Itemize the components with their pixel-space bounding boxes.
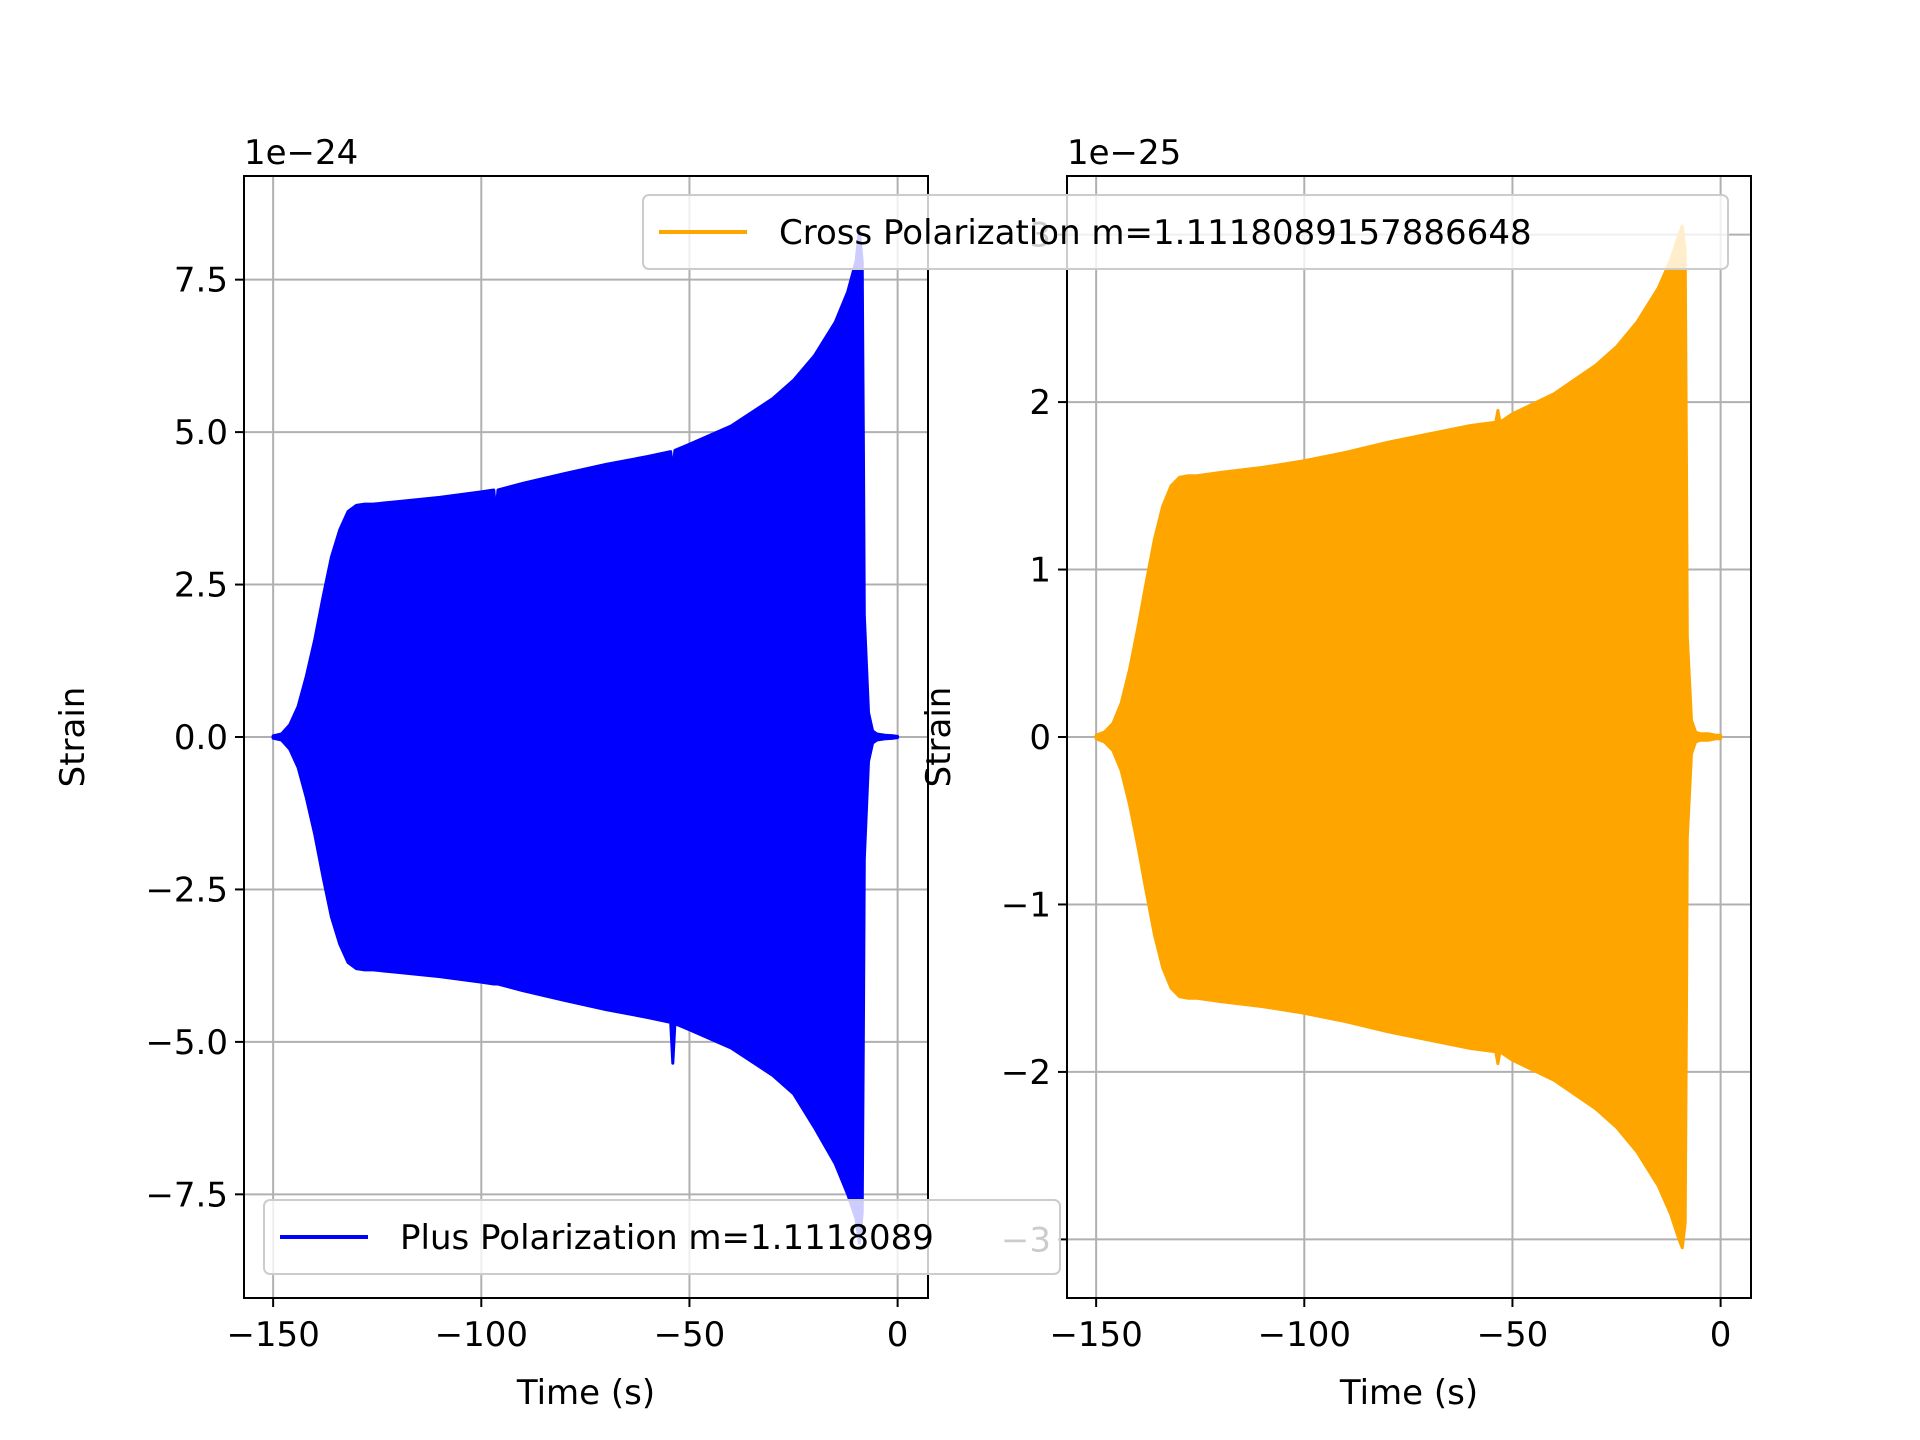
right-legend: Cross Polarization m=1.1118089157886648 [642,194,1729,270]
left-x-axis-label: Time (s) [516,1373,655,1413]
right-offset-label: 1e−25 [1067,133,1181,173]
right-y-tick-label: 0 [1029,718,1051,758]
right-x-axis-label: Time (s) [1339,1373,1478,1413]
right-legend-label: Cross Polarization m=1.1118089157886648 [779,213,1532,253]
left-y-axis-label: Strain [53,687,93,788]
plots: −150 −100 −50 0−7.5−5.0−2.50.02.55.07.51e−2… [53,133,1752,1413]
left-y-tick-label: 5.0 [174,413,228,453]
left-y-tick-label: 7.5 [174,261,228,301]
right-y-axis-label: Strain [919,687,959,788]
left-x-tick-label: −100 [435,1315,528,1355]
left-y-tick-label: −2.5 [145,870,228,910]
left-x-tick-label: 0 [887,1315,909,1355]
right-legend-box [642,194,1729,270]
right-y-tick-label: 1 [1029,551,1051,591]
right-y-tick-label: 2 [1029,383,1051,423]
right-series-line [1094,224,1723,1250]
right-y-tick-label: −1 [1001,885,1051,925]
right-x-tick-label: −150 [1049,1315,1142,1355]
left-y-tick-label: 0.0 [174,718,228,758]
left-legend-label: Plus Polarization m=1.1118089 [400,1218,934,1258]
left-x-tick-label: −150 [226,1315,319,1355]
left-legend: Plus Polarization m=1.1118089 [263,1199,1061,1275]
right-x-tick-label: −100 [1258,1315,1351,1355]
left-series-line [271,229,900,1245]
left-offset-label: 1e−24 [244,133,358,173]
left-y-tick-label: 2.5 [174,566,228,606]
left-y-tick-label: −7.5 [145,1175,228,1215]
left-axes: −150 −100 −50 0 −7.5 −5.0 −2.5 0.0 2.5 5.0 7.5 1e−2… [53,133,929,1413]
right-x-tick-label: 0 [1710,1315,1732,1355]
left-x-tick-label: −50 [654,1315,726,1355]
left-y-tick-label: −5.0 [145,1023,228,1063]
left-legend-box [263,1199,1061,1275]
right-x-tick-label: −50 [1477,1315,1549,1355]
right-y-tick-label: −2 [1001,1053,1051,1093]
